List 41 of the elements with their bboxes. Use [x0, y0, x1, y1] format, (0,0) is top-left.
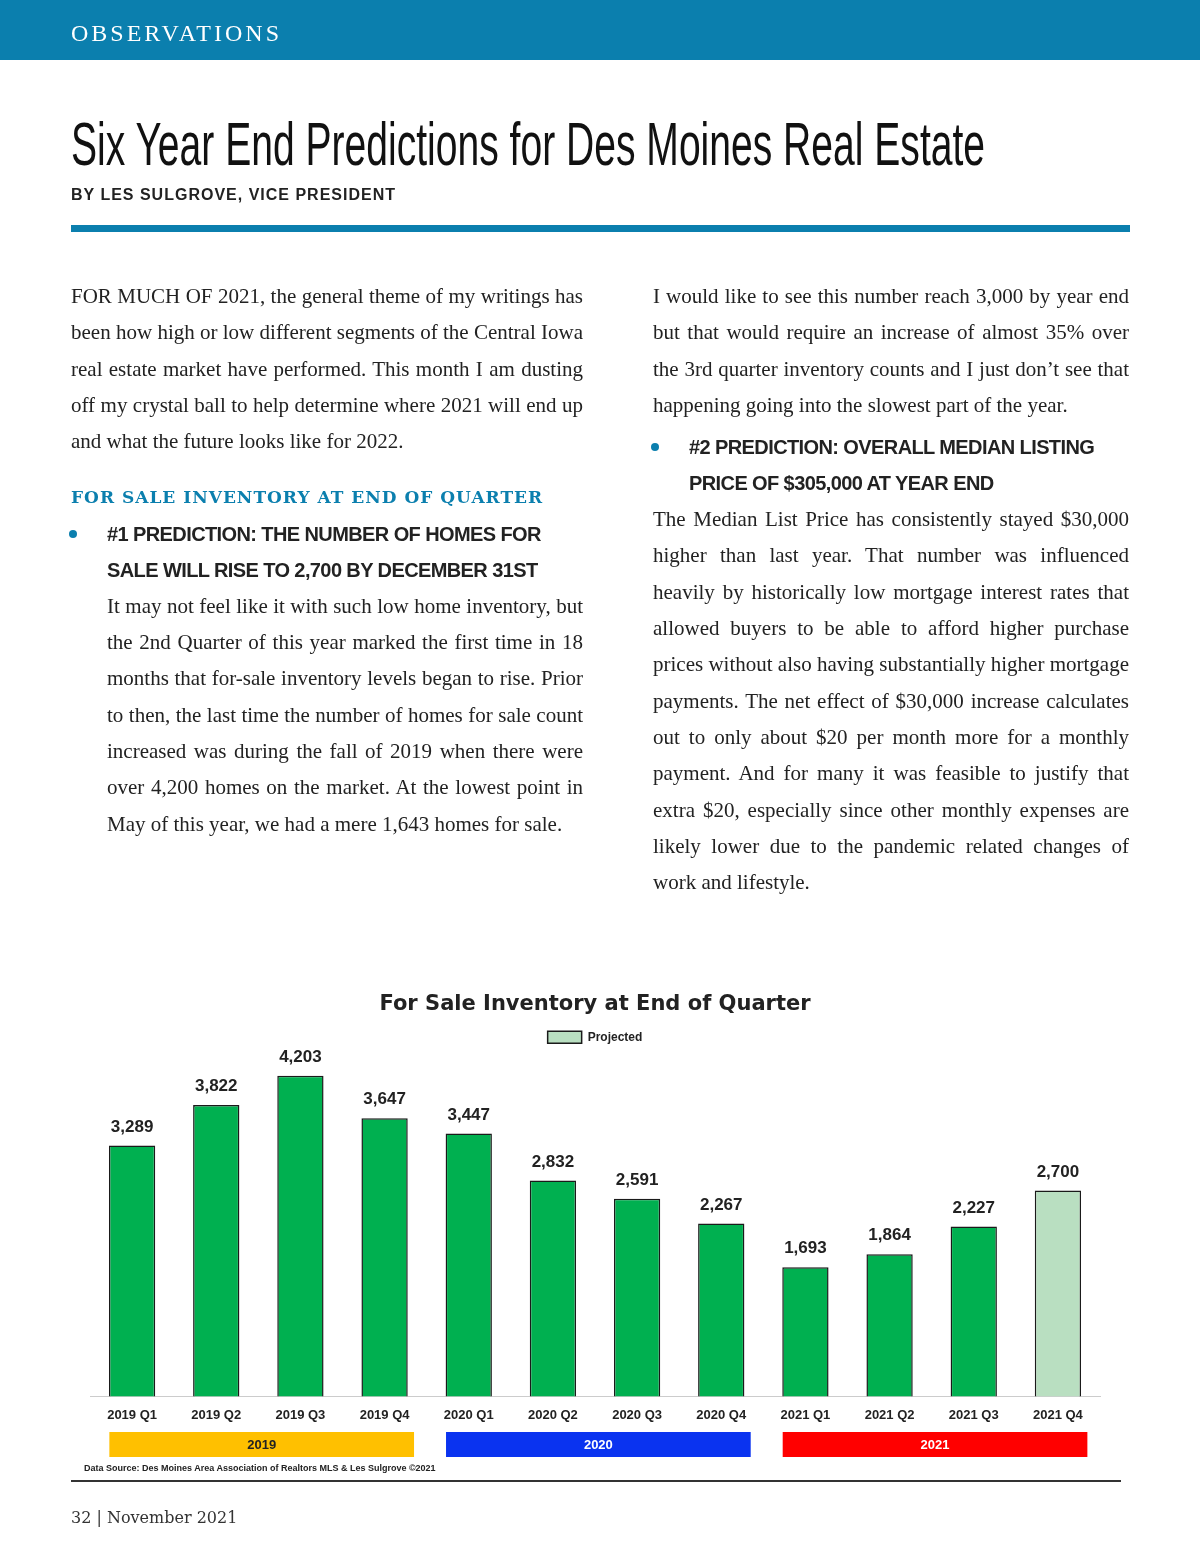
data-label: 2,700 — [1036, 1161, 1080, 1181]
x-tick-label: 2021 Q3 — [948, 1406, 999, 1422]
data-label: 3,289 — [110, 1116, 154, 1136]
data-label: 2,832 — [531, 1151, 575, 1171]
x-tick-label: 2020 Q1 — [443, 1406, 494, 1422]
legend-label: Projected — [587, 1029, 643, 1044]
text: FOR SALE INVENTORY AT END OF QUARTER — [71, 486, 545, 510]
text: The Median List Price has consistently stayed $30,000 higher than last year. That number was influenced heavily by historically low mortgage interest rates that allowed buyers to be able to afford higher purchase prices without also having substantially higher mortgage payments. The net effect of $30,000 increase calculates out to only about $20 per month more for a monthly payment. And for many it was feasible to justify that extra $20, especially since other monthly expenses are likely lower due to the pandemic related changes of work and lifestyle. — [653, 507, 1129, 895]
text: #2 PREDICTION: OVERALL MEDIAN LISTING PRICE OF $305,000 AT YEAR END — [653, 429, 1129, 502]
data-label: 1,864 — [868, 1225, 912, 1245]
x-tick-label: 2020 Q3 — [612, 1406, 663, 1422]
text: Six Year End Predictions for Des Moines Real Estate — [71, 108, 986, 179]
data-label: 2,591 — [615, 1169, 659, 1189]
data-label: 2,267 — [699, 1194, 743, 1214]
text: 2019 — [247, 1436, 277, 1452]
source-note: Data Source: Des Moines Area Association of Realtors MLS & Les Sulgrove ©2021 — [84, 1463, 436, 1473]
x-tick-label: 2021 Q2 — [864, 1406, 915, 1422]
x-tick-label: 2021 Q4 — [1032, 1406, 1084, 1422]
x-tick-label: 2021 Q1 — [780, 1406, 831, 1422]
x-tick-label: 2020 Q2 — [527, 1406, 578, 1422]
data-label: 1,693 — [784, 1238, 827, 1258]
data-label: 3,447 — [447, 1104, 491, 1124]
x-tick-label: 2019 Q1 — [107, 1406, 158, 1422]
text: #1 PREDICTION: THE NUMBER OF HOMES FOR SALE WILL RISE TO 2,700 BY DECEMBER 31ST — [71, 515, 583, 588]
text: BY LES SULGROVE, VICE PRESIDENT — [71, 186, 396, 204]
x-tick-label: 2020 Q4 — [696, 1406, 747, 1422]
data-label: 3,822 — [194, 1076, 238, 1096]
data-label: 3,647 — [363, 1089, 406, 1109]
text: 32 | November 2021 — [71, 1508, 238, 1527]
text: It may not feel like it with such low home inventory, but the 2nd Quarter of this year marked the first time in 18 months that for-sale inventory levels began to rise. Prior to then, the last time the number of homes for sale count increased was during the fall of 2019 when there were over 4,200 homes on the market. At the lowest point in May of this year, we had a mere 1,643 homes for sale. — [106, 592, 583, 838]
text: 2021 — [920, 1436, 950, 1452]
data-label: 4,203 — [279, 1047, 322, 1067]
x-tick-label: 2019 Q4 — [359, 1406, 411, 1422]
chart-title: For Sale Inventory at End of Quarter — [379, 991, 812, 1016]
text: 2020 — [583, 1436, 613, 1452]
text: I would like to see this number reach 3,000 by year end but that would require an increase of almost 35% over the 3rd quarter inventory counts and I just don’t see that happening going into the slowest part of the year. — [653, 283, 1129, 419]
x-tick-label: 2019 Q3 — [275, 1406, 326, 1422]
text: FOR MUCH OF 2021, the general theme of my writings has been how high or low different segments of the Central Iowa real estate market have performed. This month I am dusting off my crystal ball to help determine where 2021 will end up and what the future looks like for 2022. — [71, 283, 583, 456]
x-tick-label: 2019 Q2 — [191, 1406, 242, 1422]
data-label: 2,227 — [952, 1197, 996, 1217]
text: OBSERVATIONS — [71, 20, 283, 47]
